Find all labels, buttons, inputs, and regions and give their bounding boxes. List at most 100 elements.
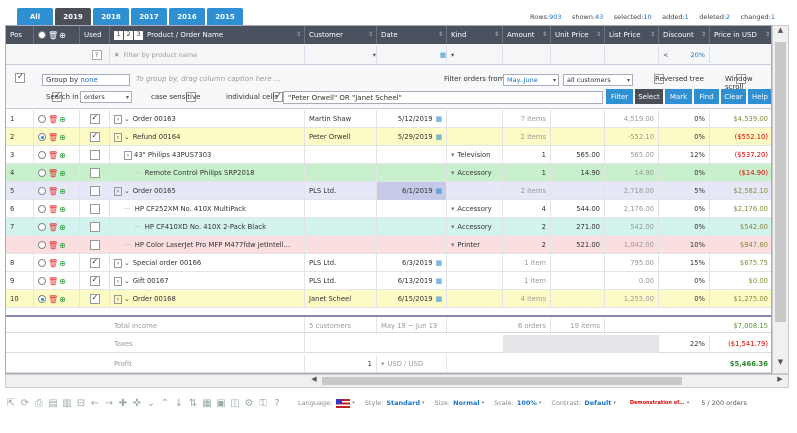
table-row[interactable]: 🗑 ⊕ — HP Color LaserJet Pro MFP M477fdw Jet… — [6, 236, 771, 254]
expand-toggle-icon[interactable]: › — [114, 276, 122, 286]
export-icon[interactable]: ⇱ — [6, 397, 16, 409]
collapse-icon[interactable]: ⌃ — [160, 397, 170, 409]
trash-icon[interactable]: 🗑 — [48, 186, 59, 196]
chevron-down-icon[interactable]: ⌄ — [124, 133, 130, 141]
calendar-icon[interactable]: ▦ — [435, 295, 442, 303]
scroll-up-icon[interactable]: ▲ — [777, 26, 784, 34]
trash-icon[interactable]: 🗑 — [48, 294, 59, 304]
customer-filter-dropdown[interactable]: ▾ — [372, 50, 376, 59]
date-filter-calendar-icon[interactable]: ▦ — [439, 50, 446, 59]
sort-down-icon[interactable]: ↓ — [174, 397, 184, 409]
trash-icon[interactable]: 🗑 — [48, 114, 59, 124]
table-row[interactable]: 4 🗑 ⊕ — Remote Control Philips SRP2018 ▾ Acces… — [6, 164, 771, 182]
calendar-icon[interactable]: ▦ — [435, 133, 442, 141]
horizontal-scroll-thumb[interactable] — [322, 377, 682, 385]
chevron-down-icon[interactable]: ▾ — [451, 241, 455, 249]
row-select-radio[interactable] — [38, 241, 46, 249]
table-row[interactable]: 7 🗑 ⊕ — HP CF410XD No. 410X 2-Pack Black ▾ Acc… — [6, 218, 771, 236]
calendar-icon[interactable]: ▦ — [435, 187, 442, 195]
expand-toggle-icon[interactable]: › — [114, 114, 122, 124]
expand-toggle-icon[interactable]: › — [114, 186, 122, 196]
used-checkbox[interactable] — [89, 113, 100, 124]
row-select-radio[interactable] — [38, 223, 46, 231]
add-icon[interactable]: ⊕ — [59, 114, 66, 124]
tab-2019[interactable]: 2019 — [55, 8, 91, 25]
print-icon[interactable]: ⎙ — [35, 397, 43, 409]
discount-filter-value[interactable]: 20% — [690, 50, 705, 59]
find-button[interactable]: Find — [694, 89, 719, 104]
expand-toggle-icon[interactable]: › — [114, 132, 122, 142]
refresh-icon[interactable]: ⟳ — [20, 397, 30, 409]
used-checkbox[interactable] — [89, 150, 100, 160]
row-select-radio[interactable] — [38, 169, 46, 177]
row-select-radio[interactable] — [38, 133, 46, 141]
add-icon[interactable]: ⊕ — [59, 276, 66, 286]
product-filter-input[interactable]: Filter by product name — [123, 50, 198, 59]
col-kind[interactable]: Kind ⇕ — [447, 26, 503, 44]
window-scroll-checkbox[interactable] — [736, 74, 747, 84]
col-amount[interactable]: Amount ⇕ — [503, 26, 551, 44]
chevron-down-icon[interactable]: ⌄ — [124, 259, 130, 267]
col-actions[interactable]: 🗑 ⊕ — [34, 26, 80, 44]
tab-2015[interactable]: 2015 — [207, 8, 243, 25]
tab-2016[interactable]: 2016 — [169, 8, 205, 25]
col-date[interactable]: Date ⇕ — [377, 26, 447, 44]
us-flag-icon[interactable] — [336, 398, 351, 408]
calc-icon[interactable]: ▦ — [202, 397, 212, 409]
trash-icon[interactable]: 🗑 — [48, 204, 59, 214]
add-icon[interactable]: ⊕ — [59, 294, 66, 304]
calendar-icon[interactable]: ▦ — [435, 259, 442, 267]
expand-toggle-icon[interactable]: › — [124, 150, 132, 160]
expand-toggle-icon[interactable]: › — [114, 294, 122, 304]
row-select-radio[interactable] — [38, 151, 46, 159]
expand-toggle-icon[interactable]: › — [114, 258, 122, 268]
used-checkbox[interactable] — [89, 204, 100, 214]
level-1-button[interactable]: 1 — [114, 30, 123, 40]
table-row[interactable]: 6 🗑 ⊕ — HP CF252XM No. 410X MultiPack ▾ Access… — [6, 200, 771, 218]
settings-icon[interactable]: ⚙ — [244, 397, 254, 409]
undo-icon[interactable]: ← — [90, 397, 100, 409]
trash-icon[interactable]: 🗑 — [48, 132, 59, 142]
trash-icon[interactable]: 🗑 — [48, 276, 59, 286]
redo-icon[interactable]: → — [104, 397, 114, 409]
help-button[interactable]: Help — [748, 89, 771, 104]
vertical-scroll-thumb[interactable] — [775, 42, 786, 322]
row-select-radio[interactable] — [38, 187, 46, 195]
used-filter-toggle[interactable]: ? — [91, 49, 102, 60]
row-select-radio[interactable] — [38, 295, 46, 303]
chevron-down-icon[interactable]: ⌄ — [124, 187, 130, 195]
used-checkbox[interactable] — [89, 257, 100, 268]
col-customer[interactable]: Customer ⇕ — [305, 26, 377, 44]
chevron-down-icon[interactable]: ⌄ — [124, 115, 130, 123]
tab-2018[interactable]: 2018 — [93, 8, 129, 25]
size-select[interactable]: Normal — [453, 399, 480, 407]
col-price-usd[interactable]: Price in USD ⇕ — [714, 31, 770, 39]
chevron-down-icon[interactable]: ▾ — [451, 223, 455, 231]
mark-button[interactable]: Mark — [665, 89, 692, 104]
expand-icon[interactable]: ⌄ — [146, 397, 156, 409]
help-icon[interactable]: ? — [274, 397, 280, 409]
clear-button[interactable]: Clear — [721, 89, 746, 104]
tab-2017[interactable]: 2017 — [131, 8, 167, 25]
used-checkbox[interactable] — [89, 131, 100, 142]
scroll-left-icon[interactable]: ◀ — [311, 375, 317, 383]
used-checkbox[interactable] — [89, 293, 100, 304]
group-by-select[interactable]: Group by none — [42, 74, 130, 86]
select-all-radio[interactable] — [38, 31, 46, 39]
chevron-down-icon[interactable]: ▾ — [352, 400, 355, 406]
save-icon[interactable]: ⊟ — [76, 397, 86, 409]
chevron-down-icon[interactable]: ⌄ — [124, 295, 130, 303]
lock-icon[interactable]: ⚿ — [259, 397, 267, 409]
level-3-button[interactable]: 3 — [134, 30, 143, 40]
chevron-down-icon[interactable]: ⌄ — [124, 277, 130, 285]
add-icon[interactable]: ⊕ — [59, 168, 66, 178]
demo-select[interactable]: Demonstration of... — [629, 400, 685, 406]
month-range-select[interactable]: May..June — [503, 74, 559, 86]
trash-icon[interactable]: 🗑 — [48, 258, 59, 268]
add-icon[interactable]: ⊕ — [59, 186, 66, 196]
scroll-right-icon[interactable]: ▶ — [777, 375, 783, 383]
row-select-radio[interactable] — [38, 277, 46, 285]
horizontal-scrollbar[interactable]: ◀ ▶ — [5, 374, 789, 388]
